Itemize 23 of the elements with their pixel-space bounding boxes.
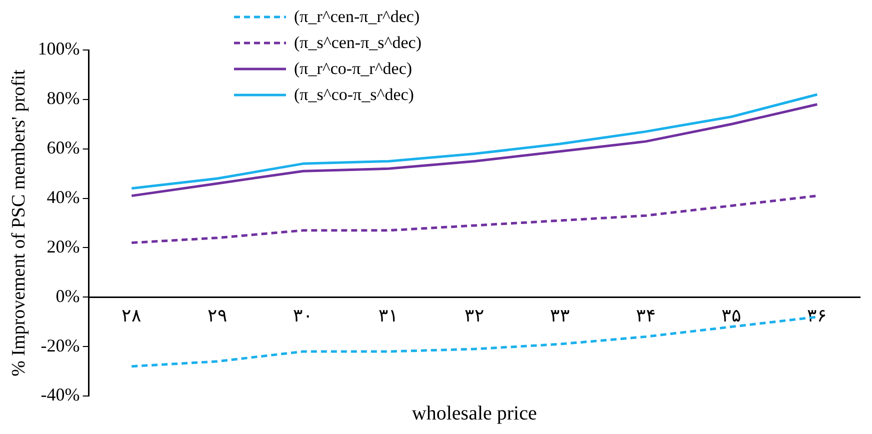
y-tick-label: -40% (40, 384, 80, 405)
x-tick-label: ۲۹ (207, 306, 228, 326)
legend-label: (π_r^co-π_r^dec) (294, 58, 412, 80)
x-tick-label: ۳۰ (293, 306, 314, 326)
y-axis-title: % Improvement of PSC members' profit (8, 68, 30, 376)
x-tick-label: ۳۴ (636, 306, 656, 326)
legend-label: (π_s^cen-π_s^dec) (294, 32, 422, 54)
x-tick-label: ۳۵ (721, 306, 742, 326)
y-tick-label: 60% (46, 138, 80, 158)
x-tick-label: ۳۱ (378, 306, 399, 326)
legend-label: (π_r^cen-π_r^dec) (294, 6, 420, 28)
y-tick-label: 40% (46, 187, 80, 208)
y-tick-label: 100% (38, 38, 80, 59)
y-tick-label: 20% (46, 236, 80, 256)
x-axis-title: wholesale price (412, 402, 537, 424)
x-tick-label: ۳۳ (550, 306, 570, 326)
x-tick-label: ۲۸ (122, 306, 142, 326)
legend-label: (π_s^co-π_s^dec) (294, 84, 414, 106)
y-tick-label: -20% (40, 335, 80, 356)
line-series (130, 194, 818, 244)
x-tick-label: ۳۲ (464, 306, 484, 326)
y-tick-label: 80% (46, 88, 80, 108)
y-tick-label: 0% (56, 286, 80, 306)
